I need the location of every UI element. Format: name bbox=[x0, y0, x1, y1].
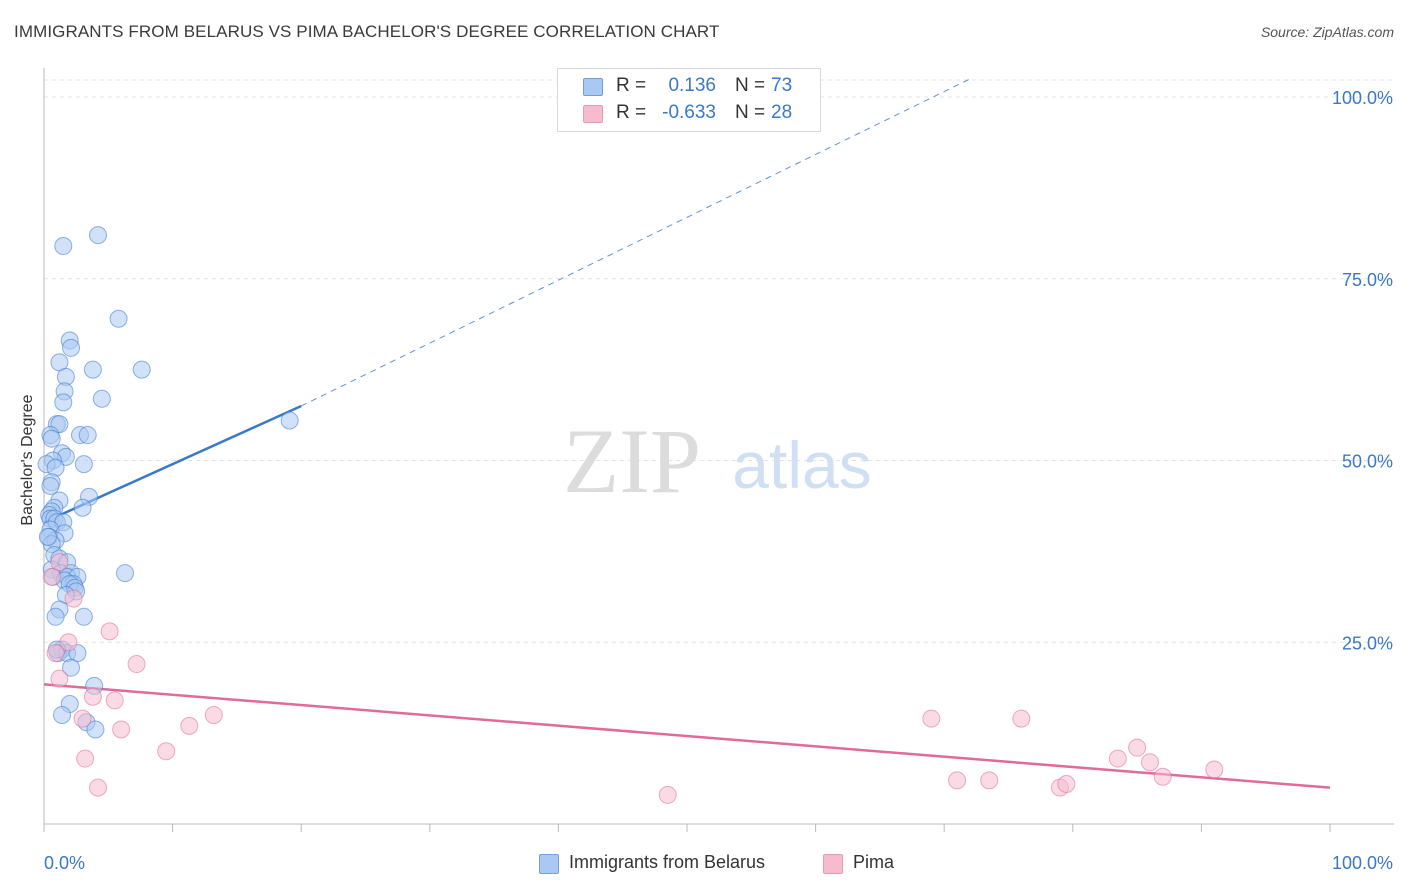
point-0-24 bbox=[74, 455, 93, 474]
point-0-11 bbox=[92, 389, 111, 408]
point-1-21 bbox=[980, 771, 999, 790]
watermark: ZIP atlas bbox=[563, 410, 872, 512]
legend-row-pima: R = -0.633 N = 28 bbox=[558, 100, 820, 126]
bottom-legend-swatch-pima bbox=[823, 854, 843, 874]
source-label: Source: ZipAtlas.com bbox=[1260, 24, 1394, 40]
point-0-31 bbox=[73, 498, 92, 517]
point-1-7 bbox=[50, 669, 69, 688]
axes bbox=[43, 68, 1394, 832]
point-1-27 bbox=[1153, 767, 1172, 786]
point-1-5 bbox=[46, 644, 65, 663]
watermark-atlas: atlas bbox=[732, 428, 871, 502]
x-tick-label-0: 0.0% bbox=[44, 853, 85, 873]
data-points bbox=[37, 226, 1224, 804]
point-0-2 bbox=[109, 309, 128, 328]
legend-swatch-belarus bbox=[583, 78, 603, 96]
gridlines bbox=[44, 79, 1394, 643]
legend-row-belarus: R = 0.136 N = 73 bbox=[558, 73, 820, 99]
legend-n-label: N = bbox=[735, 102, 766, 123]
point-1-9 bbox=[105, 691, 124, 710]
legend-r-label: R = bbox=[616, 75, 647, 96]
point-1-11 bbox=[180, 716, 199, 735]
point-0-1 bbox=[89, 226, 108, 245]
point-0-72 bbox=[38, 527, 57, 546]
point-0-4 bbox=[62, 338, 81, 357]
point-1-18 bbox=[922, 709, 941, 728]
legend-r-value: 0.136 bbox=[668, 75, 716, 96]
legend-r-label: R = bbox=[616, 102, 647, 123]
series-1 bbox=[42, 553, 1224, 804]
watermark-zip: ZIP bbox=[563, 410, 701, 512]
point-0-26 bbox=[41, 476, 60, 495]
bottom-legend-swatch-belarus bbox=[539, 854, 559, 874]
point-1-23 bbox=[1057, 775, 1076, 794]
legend-swatch-pima bbox=[583, 105, 603, 123]
point-1-1 bbox=[50, 553, 69, 572]
point-1-15 bbox=[76, 749, 95, 768]
point-0-65 bbox=[62, 658, 81, 677]
point-0-68 bbox=[53, 705, 72, 724]
point-1-14 bbox=[157, 742, 176, 761]
correlation-legend: R = 0.136 N = 73 R = -0.633 N = 28 bbox=[557, 68, 821, 132]
point-1-28 bbox=[1205, 760, 1224, 779]
point-0-6 bbox=[83, 360, 102, 379]
point-0-18 bbox=[78, 426, 97, 445]
point-1-6 bbox=[127, 655, 146, 674]
tick-labels: 25.0% 50.0% 75.0% 100.0% 0.0% 100.0% bbox=[44, 88, 1393, 873]
point-1-19 bbox=[1012, 709, 1031, 728]
legend-n-value: 73 bbox=[771, 75, 793, 96]
point-0-0 bbox=[54, 237, 73, 256]
point-1-4 bbox=[59, 633, 78, 652]
x-tick-label-1: 100.0% bbox=[1332, 853, 1393, 873]
point-0-12 bbox=[280, 411, 299, 430]
point-0-7 bbox=[132, 360, 151, 379]
point-0-48 bbox=[116, 564, 135, 583]
legend-n-value: 28 bbox=[771, 102, 793, 123]
point-0-59 bbox=[74, 607, 93, 626]
point-1-13 bbox=[73, 709, 92, 728]
point-1-0 bbox=[42, 567, 61, 586]
y-tick-label-3: 100.0% bbox=[1332, 88, 1393, 108]
trend-extension-0 bbox=[300, 78, 971, 407]
point-1-25 bbox=[1128, 738, 1147, 757]
point-1-24 bbox=[1108, 749, 1127, 768]
point-0-70 bbox=[86, 720, 105, 739]
point-0-16 bbox=[42, 429, 61, 448]
point-1-16 bbox=[89, 778, 108, 797]
point-0-60 bbox=[46, 607, 65, 626]
point-1-10 bbox=[204, 705, 223, 724]
point-1-17 bbox=[658, 785, 677, 804]
point-1-8 bbox=[83, 687, 102, 706]
point-1-2 bbox=[64, 589, 83, 608]
point-0-10 bbox=[54, 393, 73, 412]
y-tick-label-2: 75.0% bbox=[1342, 270, 1393, 290]
y-tick-label-1: 50.0% bbox=[1342, 452, 1393, 472]
series-0 bbox=[37, 226, 299, 739]
bottom-legend-label-belarus: Immigrants from Belarus bbox=[569, 852, 766, 872]
point-1-3 bbox=[100, 622, 119, 641]
legend-r-value: -0.633 bbox=[662, 102, 716, 123]
chart-title: IMMIGRANTS FROM BELARUS VS PIMA BACHELOR… bbox=[14, 22, 720, 41]
point-1-20 bbox=[948, 771, 967, 790]
trend-line-1 bbox=[43, 683, 1331, 789]
legend-n-label: N = bbox=[735, 75, 766, 96]
bottom-legend-label-pima: Pima bbox=[853, 852, 895, 872]
point-1-26 bbox=[1140, 753, 1159, 772]
point-1-12 bbox=[112, 720, 131, 739]
y-tick-label-0: 25.0% bbox=[1342, 633, 1393, 653]
